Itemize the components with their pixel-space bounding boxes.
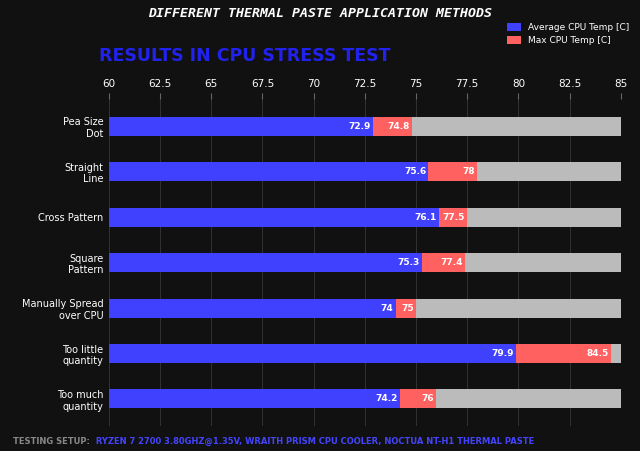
Bar (109, 344, 516, 363)
Text: 76: 76 (422, 395, 435, 404)
Text: 77.4: 77.4 (440, 258, 463, 267)
Bar (109, 117, 412, 136)
Bar (109, 299, 416, 318)
Text: 75.6: 75.6 (404, 167, 426, 176)
Bar (109, 389, 399, 409)
Bar (109, 117, 621, 136)
Text: TESTING SETUP:: TESTING SETUP: (13, 437, 90, 446)
Bar (109, 299, 396, 318)
Bar (109, 253, 465, 272)
Bar (109, 162, 621, 181)
Text: RYZEN 7 2700 3.80GHZ@1.35V, WRAITH PRISM CPU COOLER, NOCTUA NT-H1 THERMAL PASTE: RYZEN 7 2700 3.80GHZ@1.35V, WRAITH PRISM… (93, 437, 534, 446)
Text: 72.9: 72.9 (349, 122, 371, 131)
Text: 76.1: 76.1 (414, 213, 436, 222)
Bar (109, 208, 467, 227)
Bar (109, 389, 436, 409)
Text: DIFFERENT THERMAL PASTE APPLICATION METHODS: DIFFERENT THERMAL PASTE APPLICATION METH… (148, 7, 492, 20)
Text: 75.3: 75.3 (398, 258, 420, 267)
Bar (109, 208, 438, 227)
Bar (109, 117, 373, 136)
Bar (109, 389, 621, 409)
Bar (109, 162, 477, 181)
Text: 84.5: 84.5 (586, 349, 609, 358)
Text: 74.8: 74.8 (387, 122, 410, 131)
Bar (109, 162, 428, 181)
Bar (109, 253, 621, 272)
Bar (109, 344, 611, 363)
Legend: Average CPU Temp [C], Max CPU Temp [C]: Average CPU Temp [C], Max CPU Temp [C] (507, 23, 629, 46)
Text: 78: 78 (463, 167, 476, 176)
Bar (109, 208, 621, 227)
Text: 75: 75 (401, 304, 414, 313)
Bar (109, 344, 621, 363)
Text: 74.2: 74.2 (375, 395, 397, 404)
Bar (109, 253, 422, 272)
Text: 74: 74 (381, 304, 394, 313)
Text: 77.5: 77.5 (443, 213, 465, 222)
Bar (109, 299, 621, 318)
Text: 79.9: 79.9 (492, 349, 515, 358)
Text: RESULTS IN CPU STRESS TEST: RESULTS IN CPU STRESS TEST (99, 47, 390, 65)
